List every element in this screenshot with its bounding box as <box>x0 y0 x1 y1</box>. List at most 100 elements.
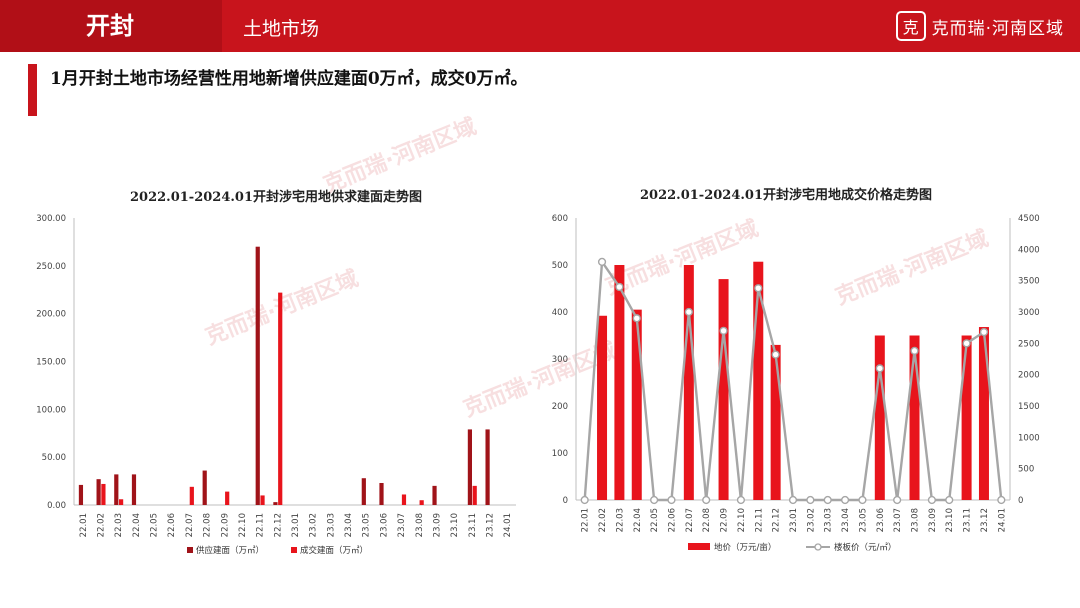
floor-price-line <box>583 258 1003 502</box>
land-price-bar <box>909 335 920 500</box>
floor-price-point <box>875 364 884 373</box>
y-tick-label: 250.00 <box>36 262 66 272</box>
x-tick-label: 22.03 <box>114 513 124 537</box>
y-right-tick-label: 2000 <box>1018 371 1040 381</box>
deal-bar <box>472 485 477 505</box>
x-tick-label: 23.02 <box>806 508 816 532</box>
floor-price-point <box>754 284 763 293</box>
x-tick-label: 22.11 <box>256 513 266 537</box>
supply-bar <box>96 479 101 505</box>
floor-price-point <box>719 326 728 335</box>
deal-bar <box>189 486 194 505</box>
y-tick-label: 50.00 <box>42 453 66 463</box>
x-tick-label: 22.03 <box>615 508 625 532</box>
x-tick-label: 23.10 <box>450 513 460 537</box>
y-right-tick-label: 3500 <box>1018 277 1040 287</box>
headline-accent-bar <box>28 64 37 116</box>
legend-marker-floor-price <box>814 543 822 551</box>
y-left-tick-label: 400 <box>552 308 568 318</box>
x-tick-label: 23.08 <box>911 508 921 532</box>
x-tick-label: 23.04 <box>841 508 851 532</box>
supply-bar <box>273 502 278 505</box>
deal-bar <box>225 491 230 505</box>
land-price-bar <box>614 265 625 500</box>
y-left-tick-label: 0 <box>563 496 568 506</box>
floor-price-point <box>597 257 607 266</box>
x-tick-label: 22.08 <box>702 508 712 532</box>
headline: 1月开封土地市场经营性用地新增供应建面0万㎡，成交0万㎡。 <box>50 69 528 89</box>
y-tick-label: 100.00 <box>36 405 66 415</box>
x-tick-label: 22.01 <box>79 513 89 537</box>
legend-swatch-deal <box>291 547 297 553</box>
land-price-bar <box>770 344 781 500</box>
x-tick-label: 22.11 <box>754 508 764 532</box>
floor-price-point <box>823 495 832 505</box>
supply-bar <box>432 485 437 505</box>
legend-label-floor-price: 楼板价（元/㎡） <box>834 542 896 553</box>
land-price-bar <box>683 265 694 500</box>
deal-bar <box>119 499 124 505</box>
y-right-tick-label: 2500 <box>1018 339 1040 349</box>
y-tick-label: 0.00 <box>47 501 66 511</box>
x-tick-label: 22.12 <box>273 513 283 537</box>
floor-price-point <box>840 495 850 505</box>
floor-price-point <box>771 350 780 359</box>
floor-price-point <box>667 495 676 505</box>
x-tick-label: 22.10 <box>737 508 747 532</box>
floor-price-point <box>736 495 746 505</box>
y-left-tick-label: 600 <box>552 214 568 224</box>
supply-bar <box>485 429 490 505</box>
y-right-tick-label: 3000 <box>1018 308 1040 318</box>
x-tick-label: 22.07 <box>185 513 195 537</box>
x-tick-label: 23.05 <box>362 513 372 537</box>
supply-bar <box>255 246 260 505</box>
y-left-tick-label: 100 <box>552 449 568 459</box>
chart2-title: 2022.01-2024.01开封涉宅用地成交价格走势图 <box>640 188 932 203</box>
floor-price-point <box>962 339 971 348</box>
floor-price-point <box>979 327 989 337</box>
x-tick-label: 23.11 <box>963 508 973 532</box>
x-tick-label: 24.01 <box>503 513 513 537</box>
floor-price-point <box>858 495 867 505</box>
x-tick-label: 23.04 <box>344 513 354 537</box>
floor-price-point <box>702 495 711 505</box>
legend-label-land-price: 地价（万元/亩） <box>714 542 776 553</box>
deal-bar <box>101 483 106 505</box>
x-tick-label: 23.11 <box>468 513 478 537</box>
x-tick-label: 22.01 <box>581 508 591 532</box>
x-tick-label: 22.09 <box>720 508 730 532</box>
floor-price-point <box>893 495 902 505</box>
x-tick-label: 23.01 <box>291 513 301 537</box>
y-tick-label: 200.00 <box>36 310 66 320</box>
x-tick-label: 23.03 <box>326 513 336 537</box>
y-right-tick-label: 1000 <box>1018 433 1040 443</box>
floor-price-point <box>927 495 936 505</box>
floor-price-point <box>997 495 1006 505</box>
x-tick-label: 23.05 <box>858 508 868 532</box>
section-title: 土地市场 <box>243 18 320 40</box>
supply-bar <box>202 470 207 505</box>
legend-swatch-supply <box>187 547 193 553</box>
x-tick-label: 22.09 <box>220 513 230 537</box>
x-tick-label: 23.12 <box>485 513 495 537</box>
land-price-bar <box>718 279 729 500</box>
y-left-tick-label: 500 <box>552 261 568 271</box>
floor-price-point <box>684 307 693 317</box>
floor-price-point <box>910 346 919 355</box>
floor-price-point <box>632 314 641 323</box>
y-right-tick-label: 500 <box>1018 465 1034 475</box>
supply-bar <box>131 474 137 505</box>
x-tick-label: 22.12 <box>772 508 782 532</box>
y-right-tick-label: 0 <box>1018 496 1023 506</box>
land-price-bar <box>961 335 972 500</box>
supply-bar <box>78 484 84 505</box>
x-tick-label: 23.12 <box>980 508 990 532</box>
x-tick-label: 22.04 <box>633 508 643 532</box>
land-price-bar <box>597 315 608 500</box>
x-tick-label: 23.01 <box>789 508 799 532</box>
supply-bar <box>467 429 472 505</box>
y-left-tick-label: 300 <box>552 355 568 365</box>
x-tick-label: 23.10 <box>945 508 955 532</box>
deal-bar <box>419 500 424 505</box>
